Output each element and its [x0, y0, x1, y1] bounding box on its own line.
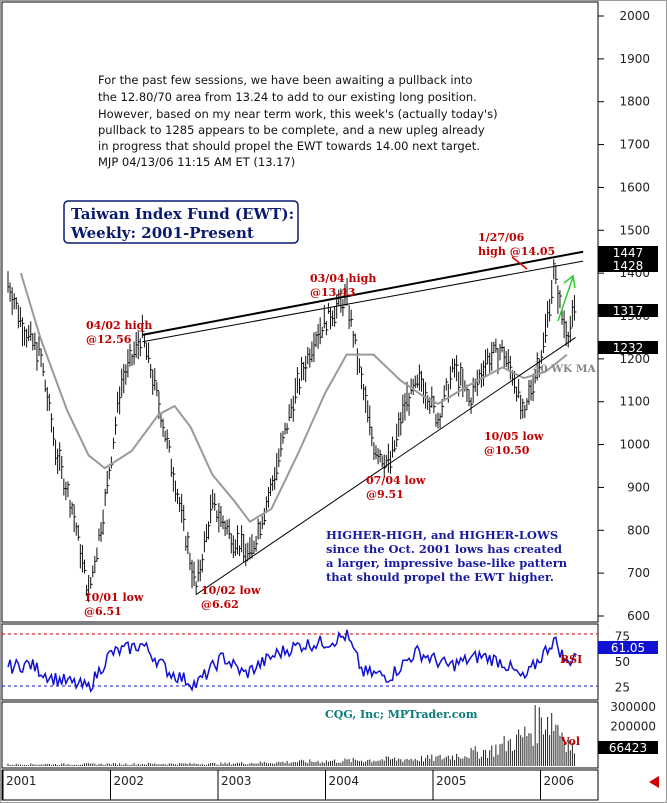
title-box: [63, 200, 299, 244]
trendline: [142, 260, 584, 343]
x-axis-panel: [1, 769, 599, 801]
y-tick-label: 1000: [619, 438, 650, 452]
rsi-value-label: 61.05: [611, 641, 645, 655]
x-tick-label: 2003: [221, 774, 252, 788]
pattern-note-line: a larger, impressive base-like pattern: [326, 556, 568, 570]
title-line-2: Weekly: 2001-Present: [70, 224, 254, 242]
price-boxes: 1447 1428 1317 1232: [598, 246, 658, 355]
volume-value-label: 66423: [609, 741, 647, 755]
y-tick-label: 700: [627, 566, 650, 580]
annotations: 04/02 high @12.56 03/04 high @13.43 1/27…: [84, 231, 596, 618]
rsi-label: RSI: [560, 653, 582, 666]
moving-average-label: 40 WK MA: [533, 363, 596, 375]
annotation-low-2004-value: @9.51: [366, 488, 404, 501]
y-tick-label: 1500: [619, 223, 650, 237]
rsi-tick-label: 75: [615, 629, 630, 643]
price-panel: [1, 1, 599, 623]
projection-arrow-shaft: [557, 276, 574, 322]
annotation-high-2004-value: @13.43: [310, 286, 355, 299]
projection-arrow-head: [563, 274, 576, 289]
source-credit: CQG, Inc; MPTrader.com: [325, 708, 478, 721]
annotation-high-2002-value: @12.56: [86, 333, 132, 346]
annotation-low-2001-value: @6.51: [84, 605, 122, 618]
x-tick-label: 2002: [114, 774, 145, 788]
y-tick-label: 1800: [619, 95, 650, 109]
high-2006-pointer: [511, 256, 528, 270]
rsi-y-axis: 75 50 25: [615, 629, 630, 694]
price-box-label: 1232: [613, 341, 644, 355]
x-axis: 2001 2002 2003 2004 2005 2006: [2, 770, 575, 800]
commentary-line: However, based on my near term work, thi…: [98, 107, 498, 121]
rsi-line: [7, 629, 577, 694]
rsi-tick-label: 25: [615, 681, 630, 695]
pattern-note-line: since the Oct. 2001 lows has created: [326, 542, 562, 556]
trendline: [142, 250, 584, 336]
rsi-panel: [1, 623, 599, 701]
commentary-block: For the past few sessions, we have been …: [98, 73, 498, 169]
price-box: [598, 341, 658, 354]
annotation-low-2004: 07/04 low: [366, 474, 426, 487]
annotation-low-2002-value: @6.62: [201, 598, 239, 611]
trendline: [195, 337, 576, 595]
x-tick-label: 2001: [6, 774, 37, 788]
chart-title: Taiwan Index Fund (EWT): Weekly: 2001-Pr…: [63, 200, 299, 244]
price-box: [598, 259, 658, 272]
x-tick-label: 2005: [436, 774, 467, 788]
y-tick-label: 2000: [619, 9, 650, 23]
commentary-line: For the past few sessions, we have been …: [98, 73, 472, 87]
trendlines: [142, 250, 584, 595]
commentary-line: pullback to 1285 appears to be complete,…: [98, 123, 485, 137]
y-tick-label: 1200: [619, 352, 650, 366]
rsi-tick-label: 50: [615, 655, 630, 669]
annotation-high-2006-value: high @14.05: [478, 245, 555, 258]
annotation-high-2002: 04/02 high: [86, 319, 152, 332]
y-tick-label: 600: [627, 609, 650, 623]
commentary-line: in progress that should propel the EWT t…: [98, 139, 480, 153]
volume-label: Vol: [560, 735, 580, 748]
annotation-high-2004: 03/04 high: [310, 272, 376, 285]
y-tick-label: 800: [627, 523, 650, 537]
annotation-low-2001: 10/01 low: [84, 591, 144, 604]
title-line-1: Taiwan Index Fund (EWT):: [71, 205, 294, 223]
price-box-label: 1317: [613, 304, 644, 318]
x-tick-label: 2004: [329, 774, 360, 788]
rsi-value-box: [598, 641, 658, 654]
pattern-note-line: HIGHER-HIGH, and HIGHER-LOWS: [326, 528, 558, 542]
volume-panel: [1, 701, 599, 769]
volume-tick-label: 200000: [610, 720, 656, 734]
volume-tick-label: 300000: [610, 700, 656, 714]
x-tick-label: 2006: [544, 774, 575, 788]
annotation-low-2005: 10/05 low: [484, 430, 544, 443]
y-tick-label: 1700: [619, 138, 650, 152]
commentary-line: MJP 04/13/06 11:15 AM ET (13.17): [98, 155, 295, 169]
moving-average-line: [19, 272, 568, 524]
annotation-low-2005-value: @10.50: [484, 444, 530, 457]
volume-series: [7, 705, 575, 766]
y-tick-label: 1900: [619, 52, 650, 66]
price-box: [598, 304, 658, 317]
price-box-label: 1428: [613, 259, 644, 273]
commentary-line: the 12.80/70 area from 13.24 to add to o…: [98, 90, 477, 104]
y-tick-label: 900: [627, 480, 650, 494]
price-box-label: 1447: [613, 246, 644, 260]
annotation-high-2006: 1/27/06: [478, 231, 525, 244]
y-tick-label: 1600: [619, 180, 650, 194]
y-tick-label: 1100: [619, 395, 650, 409]
volume-value-box: [598, 741, 658, 754]
annotation-low-2002: 10/02 low: [201, 584, 261, 597]
price-y-axis: 2000190018001700160015001400130012001100…: [598, 9, 650, 623]
pattern-note-line: that should propel the EWT higher.: [326, 570, 554, 584]
scroll-left-arrow-icon[interactable]: [649, 776, 659, 788]
price-box: [598, 246, 658, 259]
